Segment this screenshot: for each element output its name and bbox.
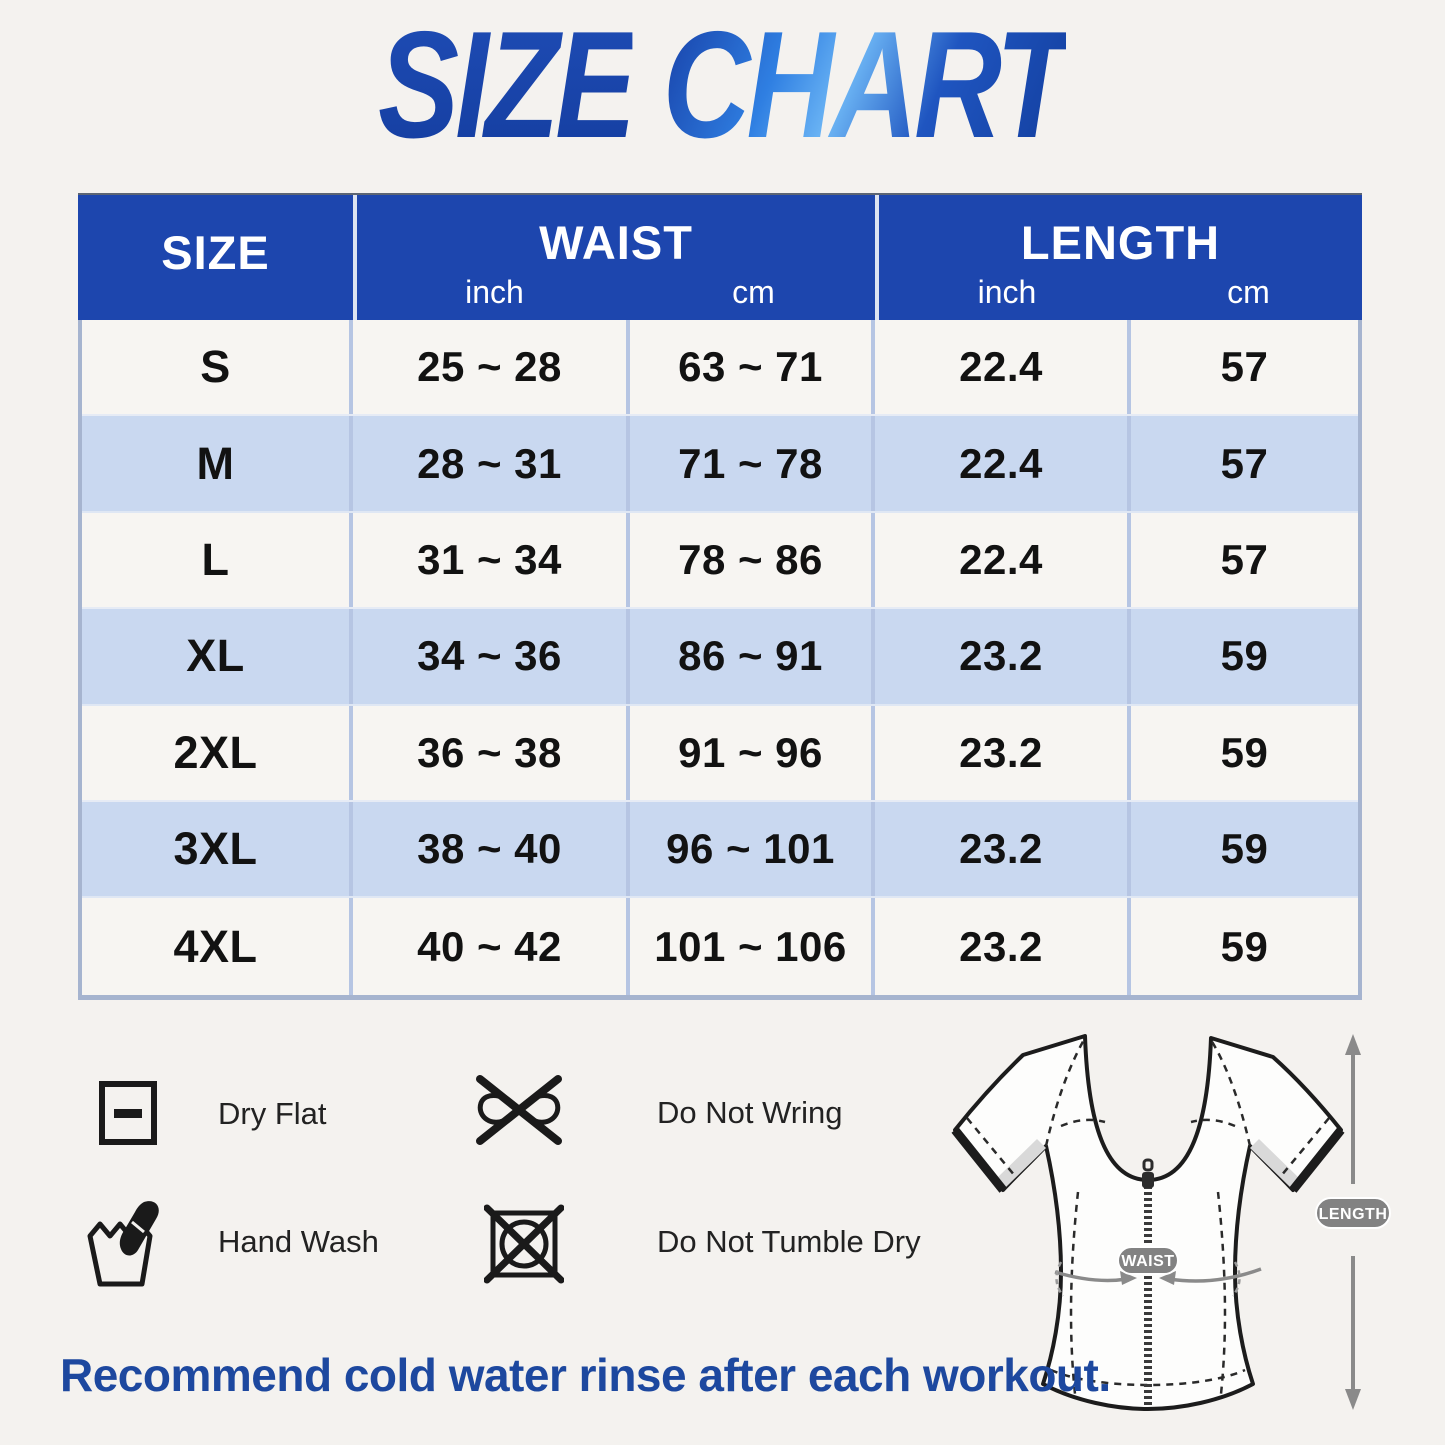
table-body: S 25 ~ 28 63 ~ 71 22.4 57 M 28 ~ 31 71 ~… (78, 320, 1362, 1000)
table-row-l: L 31 ~ 34 78 ~ 86 22.4 57 (82, 512, 1358, 610)
cell-waist-inch: 36 ~ 38 (353, 705, 630, 800)
length-unit-cm: cm (1227, 274, 1270, 310)
do-not-tumble-dry-label: Do Not Tumble Dry (657, 1224, 921, 1259)
hand-wash-label: Hand Wash (218, 1224, 379, 1259)
cell-waist-cm: 101 ~ 106 (630, 898, 875, 995)
waist-unit-inch: inch (465, 274, 524, 310)
length-badge (1315, 1197, 1391, 1229)
length-header-label: LENGTH (1020, 216, 1221, 269)
cell-length-cm: 59 (1220, 922, 1269, 970)
title-word-chart: CHART (663, 0, 1070, 173)
cell-length-cm: 59 (1220, 728, 1269, 776)
length-badge-label: LENGTH (1319, 1206, 1388, 1223)
cell-waist-cm: 71 ~ 78 (630, 416, 875, 511)
dry-flat-label: Dry Flat (218, 1096, 327, 1131)
length-unit-inch: inch (977, 274, 1037, 310)
cell-waist-inch: 25 ~ 28 (353, 320, 630, 415)
cell-waist-inch: 40 ~ 42 (353, 898, 630, 995)
do-not-wring-label: Do Not Wring (657, 1095, 843, 1130)
cell-waist-cm: 63 ~ 71 (630, 320, 875, 415)
title-word-size: SIZE (378, 0, 636, 173)
cell-length-cm: 59 (1220, 825, 1269, 873)
table-row-s: S 25 ~ 28 63 ~ 71 22.4 57 (82, 320, 1358, 417)
waist-badge (1117, 1246, 1179, 1275)
table-row-xl: XL 34 ~ 36 86 ~ 91 23.2 59 (82, 609, 1358, 706)
cell-waist-cm: 78 ~ 86 (630, 512, 875, 608)
waist-unit-cm: cm (732, 274, 775, 310)
length-units: inch cm (879, 274, 1362, 311)
cell-waist-inch: 38 ~ 40 (353, 801, 630, 897)
footer-note: Recommend cold water rinse after each wo… (60, 1349, 1111, 1401)
cell-size: L (82, 512, 353, 608)
column-header-size: SIZE (161, 226, 270, 279)
cell-length-cm: 57 (1220, 535, 1269, 583)
cell-waist-inch: 34 ~ 36 (353, 609, 630, 704)
table-row-3xl: 3XL 38 ~ 40 96 ~ 101 23.2 59 (82, 801, 1358, 899)
waist-units: inch cm (357, 274, 875, 311)
cell-length-inch: 23.2 (875, 609, 1131, 704)
cell-length-cm: 57 (1220, 343, 1269, 391)
cell-waist-cm: 91 ~ 96 (630, 705, 875, 800)
cell-size: M (82, 416, 353, 511)
size-table: SIZE WAIST inch cm LENGTH inch cm S 25 ~… (78, 193, 1362, 1000)
table-row-2xl: 2XL 36 ~ 38 91 ~ 96 23.2 59 (82, 705, 1358, 802)
page-title: SIZE CHART (0, 0, 1445, 180)
garment-diagram: WAIST LENGTH (951, 1034, 1391, 1411)
cell-length-cm: 57 (1220, 439, 1269, 487)
cell-length-inch: 23.2 (875, 898, 1131, 995)
cell-length-inch: 23.2 (875, 801, 1131, 897)
cell-size: S (82, 320, 353, 415)
column-header-waist: WAIST inch cm (353, 195, 875, 320)
waist-badge-label: WAIST (1121, 1253, 1174, 1270)
dry-flat-icon (99, 1081, 157, 1145)
cell-size: 4XL (82, 898, 353, 995)
cell-length-inch: 23.2 (875, 705, 1131, 800)
page-title-text: SIZE CHART (378, 0, 1070, 173)
cell-length-cm: 59 (1220, 632, 1269, 680)
waist-header-label: WAIST (539, 216, 693, 269)
cell-waist-inch: 31 ~ 34 (353, 512, 630, 608)
table-row-4xl: 4XL 40 ~ 42 101 ~ 106 23.2 59 (82, 898, 1358, 995)
table-row-m: M 28 ~ 31 71 ~ 78 22.4 57 (82, 416, 1358, 513)
cell-waist-cm: 96 ~ 101 (630, 801, 875, 897)
cell-length-inch: 22.4 (875, 416, 1131, 511)
cell-waist-inch: 28 ~ 31 (353, 416, 630, 511)
column-header-length: LENGTH inch cm (875, 195, 1362, 320)
do-not-tumble-dry-icon (484, 1204, 564, 1284)
hand-wash-icon (87, 1201, 159, 1287)
cell-length-inch: 22.4 (875, 320, 1131, 415)
cell-length-inch: 22.4 (875, 512, 1131, 608)
cell-waist-cm: 86 ~ 91 (630, 609, 875, 704)
cell-size: 2XL (82, 705, 353, 800)
cell-size: XL (82, 609, 353, 704)
cell-size: 3XL (82, 801, 353, 897)
table-header: SIZE WAIST inch cm LENGTH inch cm (78, 193, 1362, 320)
do-not-wring-icon (476, 1075, 562, 1145)
